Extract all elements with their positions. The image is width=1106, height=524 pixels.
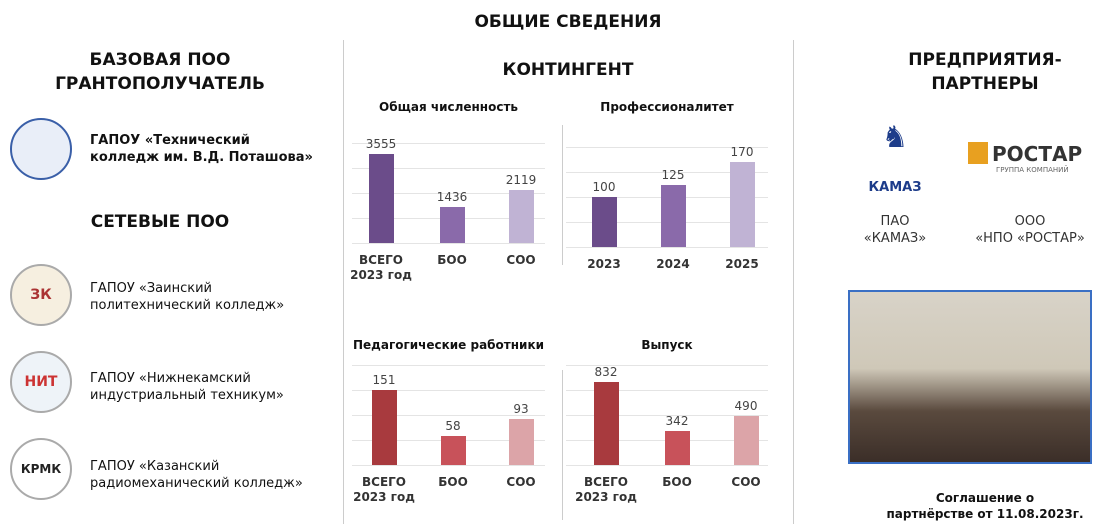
value-label: 1436	[436, 190, 468, 205]
grid-line	[352, 365, 545, 366]
x-tick-label: БОО	[437, 253, 467, 267]
bar	[439, 207, 465, 243]
x-tick-label: 2024	[656, 257, 690, 271]
bar	[593, 381, 619, 465]
heading: ПРЕДПРИЯТИЯ- ПАРТНЕРЫ	[908, 50, 1062, 94]
logo-text: РОСТАР	[992, 142, 1083, 166]
grid-line	[352, 143, 545, 144]
x-tick-label: 2023	[587, 257, 621, 271]
photo	[848, 290, 1092, 464]
partner-name: ООО «НПО «РОСТАР»	[975, 214, 1085, 246]
value-label: 170	[730, 145, 754, 159]
logo-subtext: ГРУППА КОМПАНИЙ	[996, 166, 1069, 174]
grid-line	[566, 390, 768, 391]
bar	[733, 416, 759, 465]
bar	[660, 184, 686, 247]
value-label: 3555	[365, 137, 397, 152]
heading: БАЗОВАЯ ПОО ГРАНТОПОЛУЧАТЕЛЬ	[55, 50, 265, 94]
grid-line	[352, 465, 545, 466]
base-org: ГАПОУ «Технический колледж им. В.Д. Пота…	[90, 133, 313, 165]
network-org: ГАПОУ «Нижнекамский индустриальный техни…	[90, 371, 284, 403]
heading: СЕТЕВЫЕ ПОО	[90, 212, 230, 232]
grid-line	[352, 193, 545, 194]
value-label: 151	[372, 372, 396, 387]
separator	[562, 370, 563, 520]
bar	[508, 190, 534, 243]
grid-line	[352, 415, 545, 416]
chart-title: Общая численность	[379, 100, 518, 114]
value-label: 342	[665, 413, 689, 428]
caption: Соглашение о партнёрстве от 11.08.2023г.	[886, 491, 1084, 521]
chart-title: Выпуск	[641, 338, 693, 352]
x-tick-label: СОО	[731, 475, 761, 489]
bar	[664, 430, 690, 465]
separator	[793, 40, 794, 524]
x-tick-label: 2025	[725, 257, 759, 271]
kamaz-horse: ♞	[881, 120, 909, 155]
value-label: 125	[661, 167, 685, 182]
logo: КРМК	[10, 438, 72, 500]
chart-title: Педагогические работники	[352, 338, 545, 352]
logo-text: КАМАЗ	[868, 180, 922, 195]
grid-line	[352, 243, 545, 244]
x-tick-label: ВСЕГО 2023 год	[350, 253, 412, 282]
grid-line	[566, 172, 768, 173]
value-label: 832	[594, 364, 618, 379]
x-tick-label: СОО	[506, 253, 536, 267]
bar	[371, 389, 397, 465]
separator	[343, 40, 344, 524]
logo: НИТ	[10, 351, 72, 413]
x-tick-label: БОО	[438, 475, 468, 489]
bar	[440, 436, 466, 465]
partner-name: ПАО «КАМАЗ»	[863, 214, 927, 246]
value-label: 58	[445, 419, 461, 433]
x-tick-label: СОО	[506, 475, 536, 489]
grid-line	[566, 147, 768, 148]
grid-line	[566, 415, 768, 416]
title: ОБЩИЕ СВЕДЕНИЯ	[474, 12, 662, 32]
network-org: ГАПОУ «Казанский радиомеханический колле…	[90, 459, 303, 491]
x-tick-label: ВСЕГО 2023 год	[575, 475, 637, 504]
value-label: 93	[513, 401, 529, 416]
grid-line	[566, 365, 768, 366]
chart-title: Профессионалитет	[600, 100, 734, 114]
grid-line	[352, 390, 545, 391]
bar	[508, 418, 534, 465]
x-tick-label: БОО	[662, 475, 692, 489]
bar	[368, 154, 394, 243]
grid-line	[566, 247, 768, 248]
x-tick-label: ВСЕГО 2023 год	[353, 475, 415, 504]
logo	[10, 118, 72, 180]
grid-line	[566, 465, 768, 466]
rostar-mark	[968, 142, 988, 164]
network-org: ГАПОУ «Заинский политехнический колледж»	[90, 281, 285, 313]
grid-line	[352, 168, 545, 169]
value-label: 2119	[505, 173, 537, 188]
value-label: 490	[734, 399, 758, 413]
value-label: 100	[592, 180, 616, 194]
heading: КОНТИНГЕНТ	[502, 60, 634, 80]
separator	[562, 125, 563, 265]
logo: ЗК	[10, 264, 72, 326]
bar	[591, 197, 617, 247]
bar	[729, 162, 755, 247]
